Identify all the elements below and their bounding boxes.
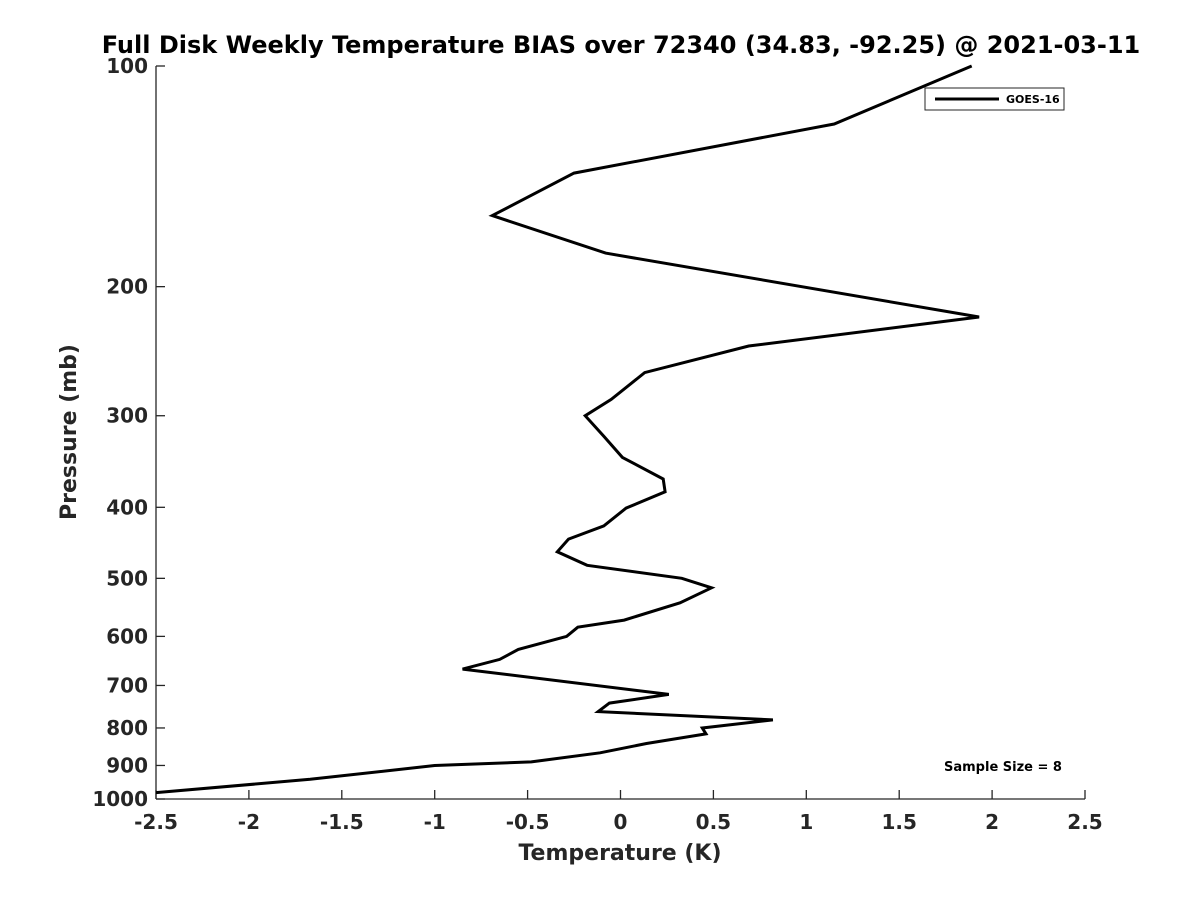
x-tick-label: -2.5 [134,810,178,834]
y-tick-label: 300 [106,404,148,428]
y-tick-label: 700 [106,673,148,697]
series-line-goes-16 [156,66,979,793]
y-tick-label: 1000 [92,787,148,811]
y-tick-label: 500 [106,566,148,590]
y-ticks: 100 200 300 400 500 600 700 800 900 1000 [92,54,165,811]
x-tick-label: -2 [238,810,260,834]
x-tick-label: 1 [799,810,813,834]
y-tick-label: 800 [106,716,148,740]
x-ticks: -2.5 -2 -1.5 -1 -0.5 0 0.5 1 1.5 2 2.5 [134,790,1103,834]
sample-size-annotation: Sample Size = 8 [944,760,1062,775]
x-axis-label: Temperature (K) [518,841,721,866]
y-axis-label: Pressure (mb) [57,344,82,520]
x-tick-label: -1 [424,810,446,834]
y-tick-label: 600 [106,624,148,648]
y-tick-label: 100 [106,54,148,78]
x-tick-label: -1.5 [320,810,364,834]
legend-label-goes-16: GOES-16 [1006,93,1060,106]
y-tick-label: 200 [106,275,148,299]
x-tick-label: 1.5 [881,810,916,834]
x-tick-label: 2 [985,810,999,834]
y-tick-label: 900 [106,753,148,777]
y-tick-label: 400 [106,495,148,519]
x-tick-label: 2.5 [1067,810,1102,834]
series-group [156,66,979,793]
chart-title: Full Disk Weekly Temperature BIAS over 7… [102,31,1141,59]
legend: GOES-16 [925,88,1064,110]
x-tick-label: -0.5 [506,810,550,834]
x-tick-label: 0.5 [696,810,731,834]
x-tick-label: 0 [614,810,628,834]
